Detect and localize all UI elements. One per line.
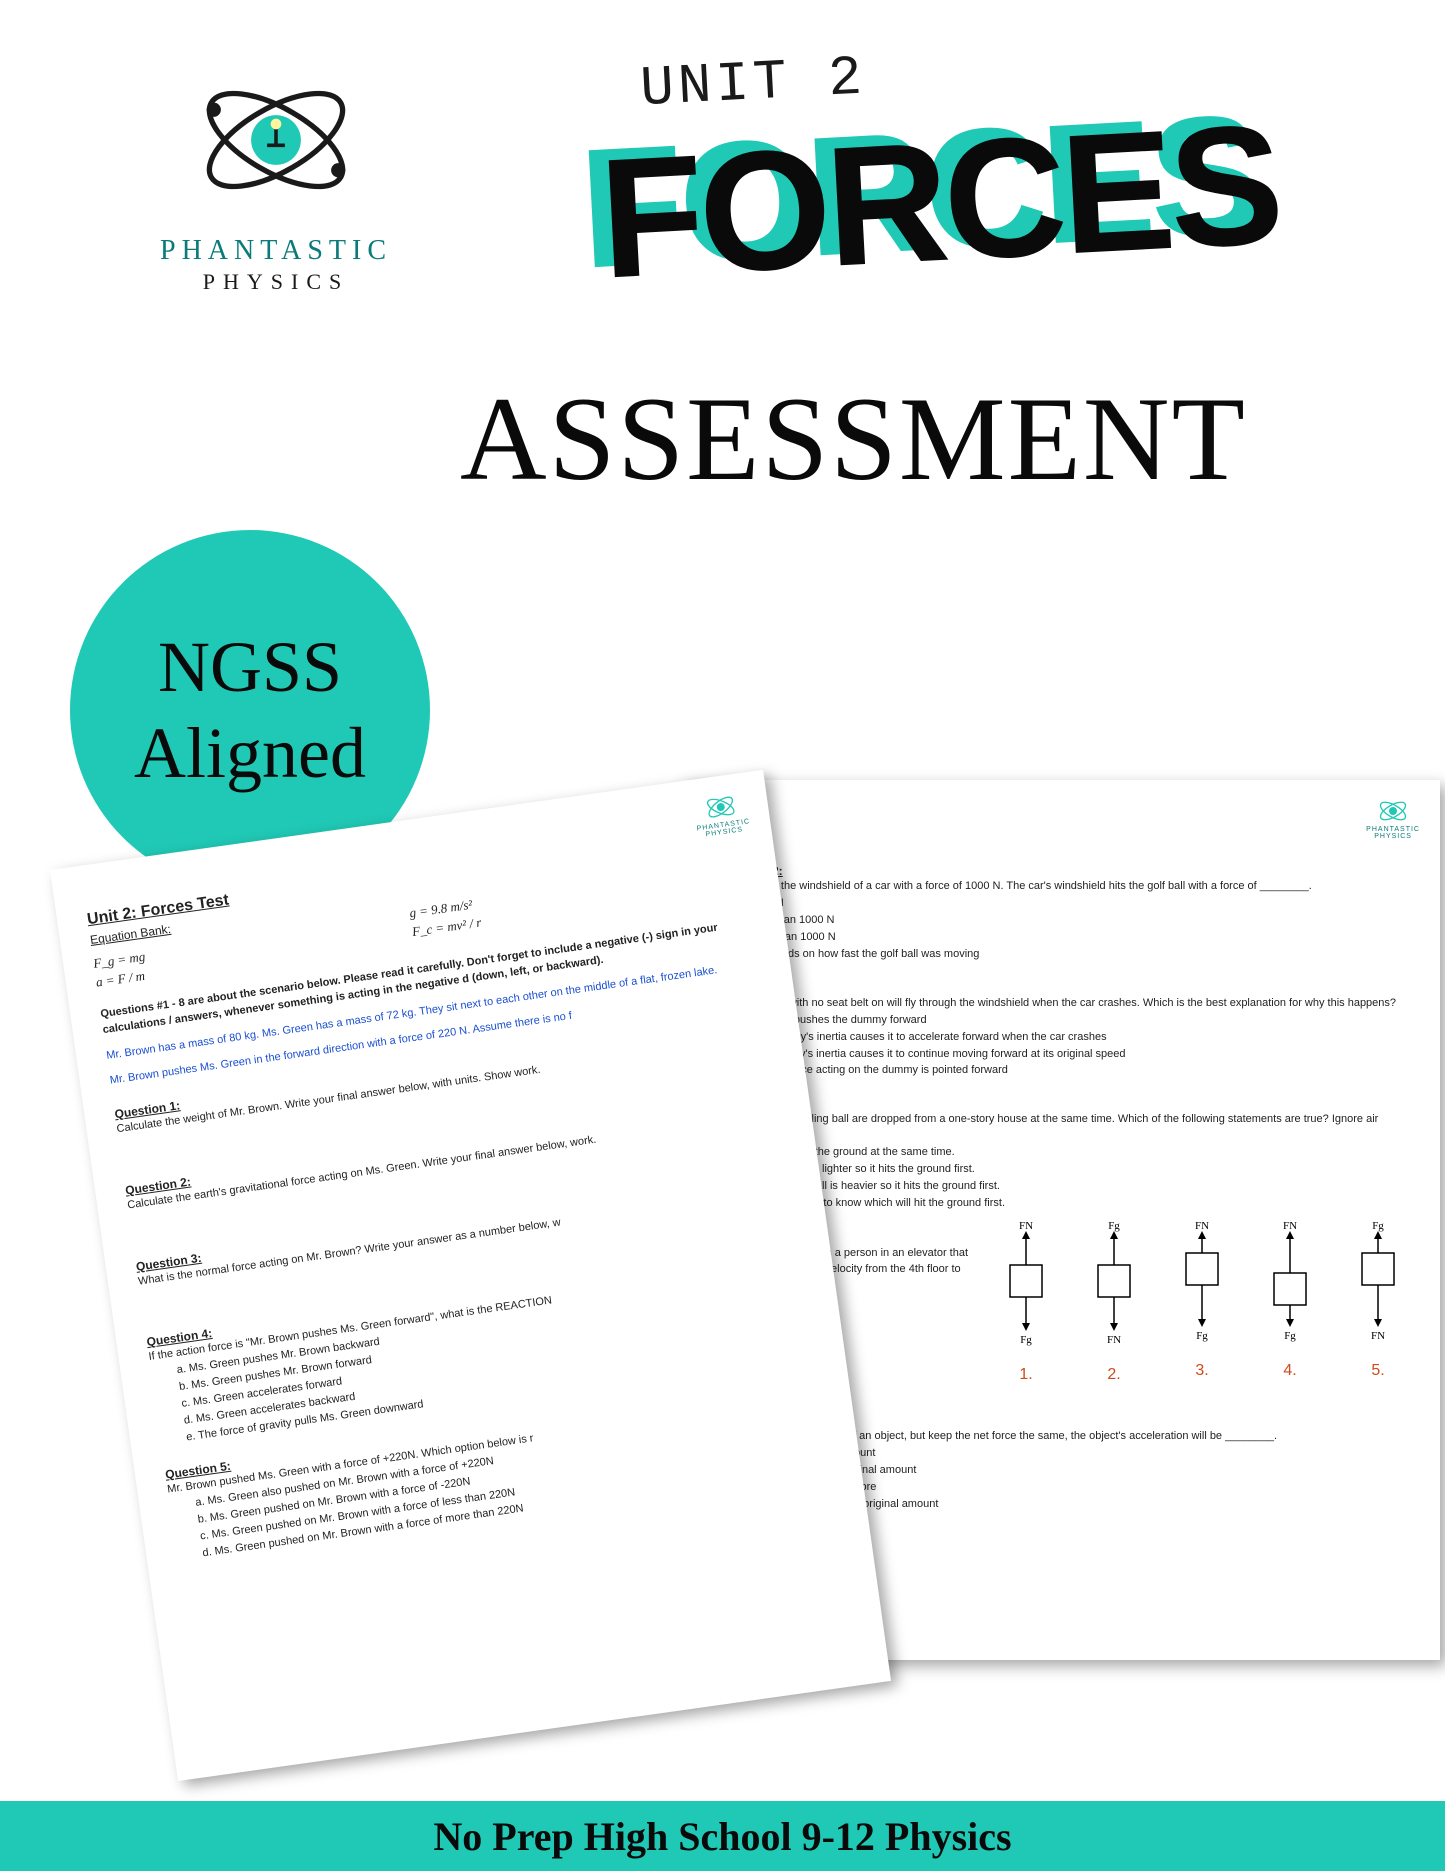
option: b. The golf ball is lighter so it hits t… bbox=[736, 1162, 1410, 1178]
q13-options: a. The seat pushes the dummy forwardb. T… bbox=[736, 1013, 1410, 1080]
footer-text: No Prep High School 9-12 Physics bbox=[433, 1813, 1011, 1860]
badge-line1: NGSS bbox=[158, 624, 342, 710]
fbd-diagram: FN Fg 3. bbox=[1176, 1219, 1228, 1384]
option: a. The seat pushes the dummy forward bbox=[736, 1013, 1410, 1029]
q12-options: a. 1000 Nb. Less than 1000 Nc. More than… bbox=[736, 896, 1410, 963]
svg-text:FN: FN bbox=[1019, 1220, 1033, 1232]
fbd-diagrams: FN Fg 1. Fg FN 2. FN Fg 3. FN Fg 4. Fg bbox=[1000, 1219, 1404, 1384]
title-main: FORCES bbox=[595, 86, 1283, 317]
svg-text:Fg: Fg bbox=[1108, 1220, 1120, 1232]
brand-name-bottom: PHYSICS bbox=[160, 269, 392, 295]
svg-text:Fg: Fg bbox=[1284, 1330, 1296, 1342]
q14-head: Question 14: bbox=[710, 1097, 1410, 1111]
fbd-diagram: Fg FN 2. bbox=[1088, 1219, 1140, 1384]
fbd-diagram: FN Fg 1. bbox=[1000, 1219, 1052, 1384]
subtitle: ASSESSMENT bbox=[460, 370, 1247, 508]
fbd-diagram: Fg FN 5. bbox=[1352, 1219, 1404, 1384]
option: a. 1000 N bbox=[736, 896, 1410, 912]
brand-name-top: PHANTASTIC bbox=[160, 235, 392, 267]
option: c. The dummy's inertia causes it to cont… bbox=[736, 1047, 1410, 1063]
q12-head: Question 12: bbox=[710, 864, 1410, 878]
option: d. It is impossible to know which will h… bbox=[736, 1196, 1410, 1212]
svg-text:FN: FN bbox=[1371, 1330, 1385, 1342]
option: a. They both hit the ground at the same … bbox=[736, 1145, 1410, 1161]
q14-options: a. They both hit the ground at the same … bbox=[736, 1145, 1410, 1212]
svg-text:Fg: Fg bbox=[1196, 1330, 1208, 1342]
fbd-diagram: FN Fg 4. bbox=[1264, 1219, 1316, 1384]
eqn-left: F_g = mg a = F / m bbox=[92, 946, 149, 994]
svg-text:FN: FN bbox=[1107, 1334, 1121, 1346]
brand-logo: PHANTASTIC PHYSICS bbox=[160, 60, 392, 295]
option: c. The bowling ball is heavier so it hit… bbox=[736, 1179, 1410, 1195]
option: c. More than 1000 N bbox=[736, 930, 1410, 946]
atom-icon bbox=[186, 60, 366, 220]
worksheet-page-left: PHANTASTICPHYSICS Unit 2: Forces Test Eq… bbox=[50, 770, 891, 1781]
title-block: UNIT 2 FORCES FORCES bbox=[600, 40, 1300, 304]
page-logo: PHANTASTICPHYSICS bbox=[692, 788, 751, 839]
q12-body: A golf ball hits the windshield of a car… bbox=[710, 879, 1410, 895]
footer-bar: No Prep High School 9-12 Physics bbox=[0, 1801, 1445, 1871]
option: b. The dummy's inertia causes it to acce… bbox=[736, 1030, 1410, 1046]
svg-text:Fg: Fg bbox=[1372, 1220, 1384, 1232]
q13-body: A crash dummy with no seat belt on will … bbox=[710, 996, 1410, 1012]
page-logo: PHANTASTICPHYSICS bbox=[1366, 796, 1420, 840]
eqn-right: g = 9.8 m/s² F_c = mv² / r bbox=[408, 893, 483, 943]
option: d. It depends on how fast the golf ball … bbox=[736, 947, 1410, 963]
option: b. Less than 1000 N bbox=[736, 913, 1410, 929]
svg-text:FN: FN bbox=[1195, 1220, 1209, 1232]
option: d. The net force acting on the dummy is … bbox=[736, 1063, 1410, 1079]
badge-line2: Aligned bbox=[134, 710, 366, 796]
svg-text:FN: FN bbox=[1283, 1220, 1297, 1232]
svg-text:Fg: Fg bbox=[1020, 1334, 1032, 1346]
q13-head: Question 13: bbox=[710, 981, 1410, 995]
